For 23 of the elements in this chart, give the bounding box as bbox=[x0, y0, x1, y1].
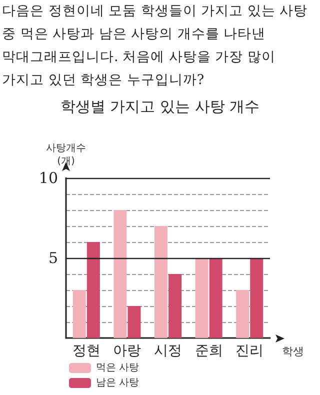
bar bbox=[236, 290, 250, 338]
bar bbox=[209, 258, 222, 338]
legend-label: 남은 사탕 bbox=[96, 378, 140, 388]
x-tick-label: 진리 bbox=[236, 343, 264, 359]
bar bbox=[154, 226, 168, 338]
bar bbox=[86, 242, 100, 338]
y-axis-title: 사탕개수 (개) bbox=[46, 143, 86, 167]
x-tick-label: 아랑 bbox=[113, 343, 142, 359]
legend-label: 먹은 사탕 bbox=[96, 362, 140, 374]
x-tick-label: 준희 bbox=[194, 343, 223, 359]
bar bbox=[195, 258, 208, 338]
text: 다음은 정현이네 모둠 학생들이 가지고 있는 사탕 중 먹은 사탕과 남은 사탕의 개수를 나타낸 막대그래프입니다. 처음에 사탕을 가장 많이 가지고 있던 학생은 누구입니까? bbox=[2, 2, 309, 90]
bar bbox=[72, 290, 86, 338]
bar bbox=[114, 210, 127, 338]
bar bbox=[168, 274, 182, 338]
y-tick-label: 10 bbox=[38, 169, 58, 187]
x-tick-label: 시정 bbox=[154, 343, 182, 359]
x-tick-label: 정현 bbox=[72, 343, 100, 359]
bar bbox=[128, 306, 141, 338]
bar bbox=[250, 258, 264, 338]
y-tick-label: 5 bbox=[48, 249, 58, 267]
chart-title: 학생별 가지고 있는 사탕 개수 bbox=[60, 98, 260, 116]
x-axis-title: 학생 bbox=[282, 345, 304, 358]
